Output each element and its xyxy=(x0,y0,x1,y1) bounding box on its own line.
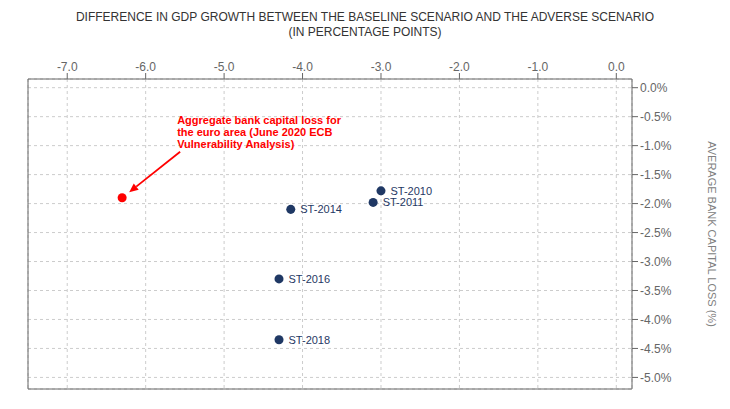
svg-text:-3.0%: -3.0% xyxy=(640,255,672,269)
svg-text:-3.0: -3.0 xyxy=(371,60,392,74)
svg-text:-1.0: -1.0 xyxy=(528,60,549,74)
svg-text:-0.5%: -0.5% xyxy=(640,110,672,124)
svg-text:-3.5%: -3.5% xyxy=(640,284,672,298)
svg-text:ST-2018: ST-2018 xyxy=(289,334,331,346)
html-text:DIFFERENCE IN GDP GROWTH BETWE: DIFFERENCE IN GDP GROWTH BETWEEN THE BAS… xyxy=(75,10,654,24)
svg-text:-4.5%: -4.5% xyxy=(640,342,672,356)
svg-text:-1.0%: -1.0% xyxy=(640,139,672,153)
svg-text:-5.0%: -5.0% xyxy=(640,371,672,385)
svg-text:0.0: 0.0 xyxy=(608,60,625,74)
svg-text:-2.0: -2.0 xyxy=(449,60,470,74)
svg-text:ST-2010: ST-2010 xyxy=(391,185,433,197)
svg-text:-6.0: -6.0 xyxy=(135,60,156,74)
svg-text:0.0%: 0.0% xyxy=(640,81,668,95)
html-text:(IN PERCENTAGE POINTS): (IN PERCENTAGE POINTS) xyxy=(288,25,442,39)
svg-text:Aggregate bank capital loss fo: Aggregate bank capital loss forthe euro … xyxy=(177,114,342,150)
svg-text:-4.0%: -4.0% xyxy=(640,313,672,327)
svg-text:ST-2014: ST-2014 xyxy=(300,203,342,215)
svg-text:AVERAGE BANK CAPITAL LOSS (%): AVERAGE BANK CAPITAL LOSS (%) xyxy=(706,141,718,327)
svg-text:-7.0: -7.0 xyxy=(57,60,78,74)
svg-text:-2.0%: -2.0% xyxy=(640,197,672,211)
svg-text:ST-2016: ST-2016 xyxy=(289,273,331,285)
svg-text:-1.5%: -1.5% xyxy=(640,168,672,182)
svg-text:-4.0: -4.0 xyxy=(292,60,313,74)
svg-text:ST-2011: ST-2011 xyxy=(383,196,424,208)
svg-text:-2.5%: -2.5% xyxy=(640,226,672,240)
svg-text:-5.0: -5.0 xyxy=(214,60,235,74)
